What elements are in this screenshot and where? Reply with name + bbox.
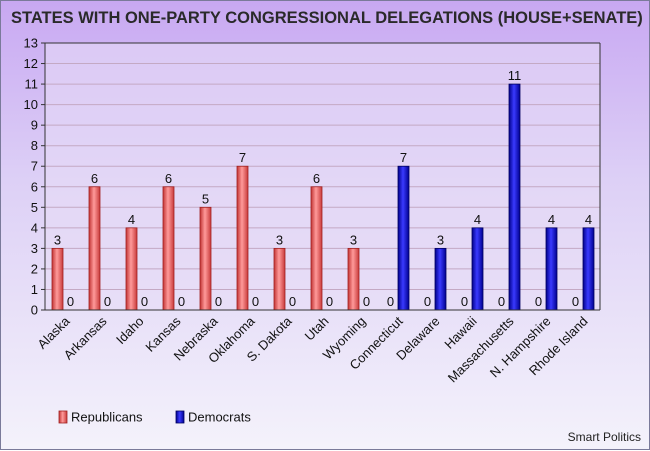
y-tick-label: 4 xyxy=(31,220,38,235)
legend-label-democrats: Democrats xyxy=(188,410,251,425)
y-tick-label: 8 xyxy=(31,138,38,153)
y-tick-label: 12 xyxy=(24,56,38,71)
data-label: 4 xyxy=(585,212,592,227)
bar-republicans-utah xyxy=(310,186,323,311)
data-label: 0 xyxy=(424,294,431,309)
data-label: 0 xyxy=(104,294,111,309)
data-label: 6 xyxy=(91,171,98,186)
y-tick-label: 2 xyxy=(31,261,38,276)
data-label: 6 xyxy=(313,171,320,186)
data-label: 4 xyxy=(548,212,555,227)
bar-democrats-delaware xyxy=(434,247,447,311)
y-tick-label: 10 xyxy=(24,97,38,112)
bar-democrats-massachusetts xyxy=(508,83,521,311)
data-label: 0 xyxy=(141,294,148,309)
bars xyxy=(51,83,595,311)
y-tick-label: 1 xyxy=(31,282,38,297)
y-tick-label: 9 xyxy=(31,118,38,133)
legend-swatch-democrats xyxy=(175,410,185,424)
legend: Republicans Democrats xyxy=(58,410,251,425)
data-label: 5 xyxy=(202,191,209,206)
y-tick-label: 6 xyxy=(31,179,38,194)
data-label: 0 xyxy=(215,294,222,309)
data-labels: 3 0 6 0 4 0 6 0 5 0 7 0 3 0 6 0 3 0 0 7 0 3 0 4 0 11 0 4 0 4 xyxy=(54,68,592,309)
data-label: 0 xyxy=(363,294,370,309)
data-label: 7 xyxy=(239,150,246,165)
x-tick-label: Utah xyxy=(302,314,332,344)
data-label: 3 xyxy=(437,232,444,247)
legend-swatch-republicans xyxy=(58,410,68,424)
data-label: 0 xyxy=(461,294,468,309)
y-tick-label: 13 xyxy=(24,36,38,51)
data-label: 11 xyxy=(508,68,522,83)
source-credit: Smart Politics xyxy=(567,430,641,444)
data-label: 0 xyxy=(498,294,505,309)
bar-republicans-oklahoma xyxy=(236,165,249,311)
chart-title: STATES WITH ONE-PARTY CONGRESSIONAL DELE… xyxy=(11,9,643,27)
data-label: 0 xyxy=(535,294,542,309)
data-label: 6 xyxy=(165,171,172,186)
data-label: 3 xyxy=(54,232,61,247)
data-label: 0 xyxy=(67,294,74,309)
bar-republicans-alaska xyxy=(51,247,64,311)
y-tick-label: 11 xyxy=(25,77,39,92)
axes xyxy=(41,42,601,311)
y-tick-label: 7 xyxy=(31,159,38,174)
bar-republicans-arkansas xyxy=(88,186,101,311)
bar-republicans-nebraska xyxy=(199,206,212,311)
plot-background xyxy=(45,43,600,310)
data-label: 0 xyxy=(572,294,579,309)
data-label: 3 xyxy=(276,232,283,247)
bar-republicans-kansas xyxy=(162,186,175,311)
plot-area xyxy=(45,43,600,310)
data-label: 0 xyxy=(326,294,333,309)
bar-democrats-rhode-island xyxy=(582,227,595,311)
bar-republicans-wyoming xyxy=(347,247,360,311)
data-label: 0 xyxy=(178,294,185,309)
legend-label-republicans: Republicans xyxy=(71,410,143,425)
data-label: 7 xyxy=(400,150,407,165)
bar-republicans-idaho xyxy=(125,227,138,311)
data-label: 4 xyxy=(128,212,135,227)
bar-republicans-s-dakota xyxy=(273,247,286,311)
data-label: 0 xyxy=(252,294,259,309)
y-tick-label: 5 xyxy=(31,200,38,215)
bar-democrats-hawaii xyxy=(471,227,484,311)
data-label: 0 xyxy=(387,294,394,309)
bar-democrats-n-hampshire xyxy=(545,227,558,311)
y-tick-label: 3 xyxy=(31,241,38,256)
bar-democrats-connecticut xyxy=(397,165,410,311)
data-label: 4 xyxy=(474,212,481,227)
data-label: 0 xyxy=(289,294,296,309)
x-tick-label: Idaho xyxy=(113,314,147,348)
y-tick-label: 0 xyxy=(31,303,38,318)
data-label: 3 xyxy=(350,232,357,247)
